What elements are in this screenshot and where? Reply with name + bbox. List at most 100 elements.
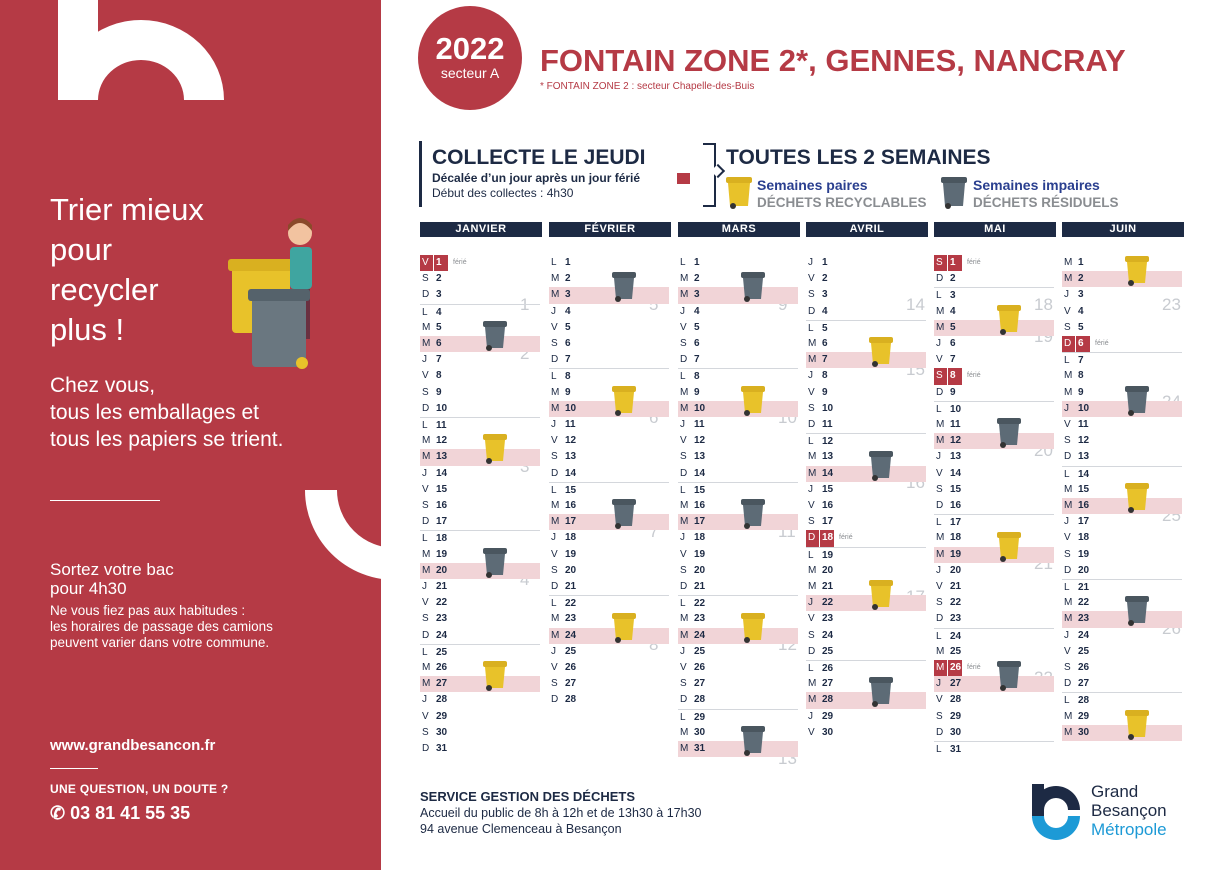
day-number: 25 bbox=[950, 645, 962, 657]
day-number: 4 bbox=[822, 305, 828, 317]
calendar-day-row: S 19 bbox=[1062, 547, 1182, 563]
day-letter: D bbox=[422, 743, 430, 754]
calendar-day-row: J 29 bbox=[806, 709, 926, 725]
calendar-day-row: D 16 bbox=[934, 498, 1054, 514]
calendar-day-row: M 17 bbox=[549, 514, 669, 531]
day-letter: M bbox=[551, 386, 560, 398]
day-letter: V bbox=[551, 662, 558, 673]
calendar-day-row: V 26 bbox=[678, 660, 798, 676]
day-letter: D bbox=[551, 581, 559, 592]
logo-text-metropole: Métropole bbox=[1091, 820, 1167, 839]
calendar-day-row: D 17 bbox=[420, 514, 540, 530]
logo-text-besancon: Besançon bbox=[1091, 801, 1167, 820]
yellow-bin-icon bbox=[1125, 256, 1149, 287]
calendar-day-row: J 25 bbox=[678, 644, 798, 660]
day-letter: D bbox=[551, 694, 559, 706]
day-number: 13 bbox=[694, 451, 706, 463]
day-number: 1 bbox=[565, 257, 571, 268]
day-number: 22 bbox=[436, 597, 448, 609]
day-number: 19 bbox=[436, 548, 448, 560]
website-link[interactable]: www.grandbesancon.fr bbox=[50, 737, 216, 754]
day-number: 13 bbox=[1078, 451, 1090, 463]
phone-number[interactable]: ✆ 03 81 41 55 35 bbox=[50, 803, 191, 823]
grey-bin-icon bbox=[997, 661, 1021, 692]
day-number: 26 bbox=[1078, 662, 1090, 673]
day-number: 6 bbox=[1076, 336, 1090, 353]
calendar-day-row: M 20 bbox=[806, 563, 926, 579]
logo-text-grand: Grand bbox=[1091, 782, 1139, 801]
day-letter: S bbox=[422, 386, 429, 398]
calendar-day-row: M 24 bbox=[549, 627, 669, 644]
week-number: 18 bbox=[1034, 295, 1053, 314]
day-number: 21 bbox=[565, 581, 577, 592]
day-number: 16 bbox=[565, 500, 577, 511]
day-number: 8 bbox=[565, 371, 571, 383]
day-number: 7 bbox=[436, 354, 442, 366]
day-letter: D bbox=[551, 354, 559, 366]
calendar-day-row: M 27 bbox=[420, 676, 540, 693]
calendar-day-row: V 30 bbox=[806, 725, 926, 741]
day-number: 19 bbox=[565, 548, 577, 560]
day-number: 24 bbox=[950, 630, 962, 642]
day-letter: M bbox=[1064, 710, 1073, 722]
day-letter: J bbox=[808, 370, 813, 382]
slogan: Trier mieux pour recycler plus ! bbox=[50, 190, 204, 350]
day-letter: M bbox=[808, 581, 817, 592]
calendar-day-row: D 14 bbox=[549, 466, 669, 482]
calendar-day-row: M 12 bbox=[934, 433, 1054, 450]
day-number: 4 bbox=[436, 306, 442, 318]
day-number: 26 bbox=[436, 662, 448, 673]
day-letter: L bbox=[551, 371, 557, 383]
day-letter: M bbox=[422, 662, 431, 673]
day-letter: S bbox=[551, 451, 558, 463]
day-number: 17 bbox=[694, 516, 706, 528]
day-letter: S bbox=[934, 368, 947, 385]
day-number: 12 bbox=[950, 435, 962, 447]
day-number: 10 bbox=[694, 402, 706, 414]
day-letter: M bbox=[1064, 726, 1073, 738]
day-number: 27 bbox=[436, 678, 448, 690]
day-letter: J bbox=[551, 419, 556, 430]
day-number: 7 bbox=[694, 354, 700, 366]
day-letter: J bbox=[680, 532, 685, 544]
day-number: 15 bbox=[565, 484, 577, 496]
day-letter: M bbox=[936, 645, 945, 657]
calendar-day-row: L 17 bbox=[934, 514, 1054, 530]
day-letter: M bbox=[1064, 370, 1073, 382]
grey-bin-icon bbox=[941, 177, 967, 209]
yellow-bin-icon bbox=[741, 612, 765, 643]
day-number: 2 bbox=[565, 273, 571, 285]
calendar-day-row: D 18 férié bbox=[806, 530, 926, 547]
calendar-day-row: J 18 bbox=[678, 530, 798, 546]
day-number: 4 bbox=[1078, 305, 1084, 317]
day-letter: L bbox=[551, 257, 557, 268]
holiday-label: férié bbox=[967, 259, 981, 266]
day-number: 9 bbox=[950, 386, 956, 398]
day-letter: M bbox=[1064, 273, 1073, 285]
calendar-day-row: M 23 bbox=[1062, 611, 1182, 628]
day-letter: D bbox=[1062, 336, 1075, 353]
day-number: 11 bbox=[822, 419, 833, 430]
day-number: 15 bbox=[436, 483, 448, 495]
day-number: 15 bbox=[822, 483, 834, 495]
day-letter: M bbox=[936, 419, 945, 430]
calendar-day-row: J 24 bbox=[1062, 628, 1182, 644]
day-letter: M bbox=[422, 678, 431, 690]
day-number: 2 bbox=[436, 273, 442, 285]
day-letter: V bbox=[422, 597, 429, 609]
question-label: UNE QUESTION, UN DOUTE ? bbox=[50, 782, 229, 796]
day-letter: S bbox=[936, 597, 943, 609]
week-number: 7 bbox=[649, 521, 659, 541]
day-letter: J bbox=[808, 710, 813, 722]
day-number: 27 bbox=[565, 678, 577, 690]
calendar-day-row: M 17 bbox=[678, 514, 798, 531]
day-letter: M bbox=[422, 338, 431, 349]
day-letter: S bbox=[680, 338, 687, 349]
